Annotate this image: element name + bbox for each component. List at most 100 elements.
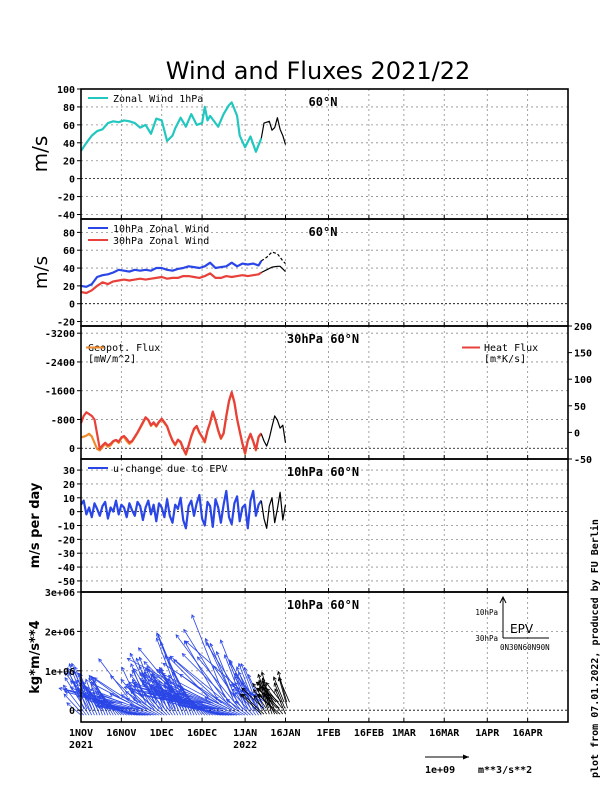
flux-vector-head — [93, 695, 99, 700]
flux-vector-head — [150, 683, 155, 689]
x-tick-label: 1DEC — [150, 728, 174, 739]
flux-vector-head — [278, 676, 282, 682]
flux-vector — [128, 685, 165, 716]
series-line — [261, 265, 286, 274]
flux-vector — [85, 679, 101, 716]
flux-vector-head — [191, 614, 195, 619]
flux-vector-head — [64, 690, 69, 695]
flux-vector-head — [64, 671, 69, 676]
y-tick-label: -800 — [51, 415, 75, 426]
flux-vector — [125, 691, 162, 716]
flux-vector-head — [135, 657, 140, 662]
flux-vector-head — [141, 681, 146, 686]
flux-vector — [113, 707, 149, 716]
y-tick-label: -20 — [57, 318, 75, 329]
flux-vector — [278, 677, 290, 703]
flux-vector-head — [223, 654, 228, 659]
panel-annotation: 60°N — [309, 95, 338, 109]
flux-vector-head — [243, 666, 248, 672]
flux-vector-head — [173, 659, 178, 664]
flux-vector-head — [152, 695, 157, 700]
flux-vector-head — [147, 679, 153, 683]
flux-vector-head — [126, 657, 131, 662]
flux-vector-head — [138, 656, 143, 661]
flux-vector-head — [160, 668, 165, 673]
flux-vector-head — [228, 684, 234, 688]
flux-vector-head — [104, 705, 109, 710]
flux-vector-head — [247, 673, 252, 679]
flux-vector — [247, 674, 265, 710]
y-tick-label: -40 — [57, 563, 75, 574]
flux-vector-head — [121, 666, 125, 671]
flux-vector-head — [91, 691, 96, 696]
flux-vector — [235, 701, 251, 716]
flux-vector — [135, 708, 154, 716]
flux-vector-head — [175, 634, 180, 639]
flux-vector-head — [138, 665, 143, 670]
panel-frame — [80, 591, 569, 723]
flux-vector-head — [132, 678, 136, 684]
y-tick-label: 100 — [57, 85, 75, 96]
flux-vector — [130, 704, 157, 716]
flux-vector-head — [85, 678, 89, 683]
flux-vector-head — [137, 647, 142, 652]
flux-vector-head — [257, 673, 262, 678]
flux-vector-head — [274, 688, 279, 693]
y-axis-label: kg*m/s**4 — [28, 620, 43, 693]
legend-left-line1: Geopot. Flux — [88, 343, 160, 354]
x-tick-label: 16FEB — [354, 728, 384, 739]
series-line — [260, 491, 287, 529]
y-tick-label: 30 — [63, 466, 75, 477]
flux-vector-head — [209, 642, 214, 648]
flux-vector — [232, 692, 254, 716]
flux-vector-head — [161, 673, 166, 677]
flux-vector-head — [252, 682, 257, 688]
flux-vector — [205, 642, 242, 698]
flux-vector-head — [260, 671, 265, 676]
flux-vector-head — [129, 703, 134, 708]
flux-vector — [169, 655, 235, 710]
y-tick-label: 0 — [69, 175, 75, 186]
flux-vector — [127, 658, 201, 698]
panel-annotation: 60°N — [309, 225, 338, 239]
flux-vector-head — [69, 686, 74, 691]
flux-vector-head — [163, 686, 168, 690]
flux-vector-head — [140, 672, 146, 677]
flux-vector-head — [73, 670, 77, 675]
flux-vector — [273, 676, 285, 703]
flux-vector-head — [138, 693, 144, 698]
vector-key: 1e+09 m**3/s**2 — [425, 754, 532, 776]
flux-vector-head — [235, 666, 240, 671]
flux-vector-head — [205, 641, 210, 647]
flux-vector-head — [129, 690, 135, 695]
x-tick-label: 16APR — [513, 728, 544, 739]
flux-vector-head — [255, 681, 260, 686]
y-tick-label: -40 — [57, 211, 75, 222]
flux-vector-head — [232, 691, 237, 697]
y-axis-label: m/s — [28, 136, 52, 173]
flux-vector — [232, 683, 257, 716]
flux-vector-head — [70, 662, 75, 667]
flux-vector-head — [214, 696, 219, 701]
flux-vector-head — [77, 690, 82, 694]
flux-vector-head — [110, 675, 115, 680]
flux-vector-head — [95, 691, 100, 696]
flux-vector — [253, 695, 267, 715]
flux-vector-head — [204, 696, 209, 701]
flux-vector-head — [89, 681, 94, 686]
flux-vector-head — [234, 673, 239, 678]
y-tick-label: 1e+06 — [45, 667, 75, 678]
flux-vector — [197, 656, 241, 710]
y-tick-label: -50 — [57, 577, 75, 588]
legend-entry: Zonal Wind 1hPa — [113, 94, 203, 105]
flux-vector — [183, 629, 230, 704]
flux-vector-head — [132, 669, 136, 674]
flux-vector-head — [73, 681, 78, 686]
flux-vector — [224, 654, 244, 704]
y-tick-label: 20 — [63, 480, 75, 491]
flux-vector-head — [120, 678, 125, 683]
x-year-label: 2022 — [233, 740, 257, 751]
flux-vector-head — [253, 694, 258, 700]
flux-vector-head — [238, 671, 242, 676]
y-tick-label: 0 — [69, 508, 75, 519]
